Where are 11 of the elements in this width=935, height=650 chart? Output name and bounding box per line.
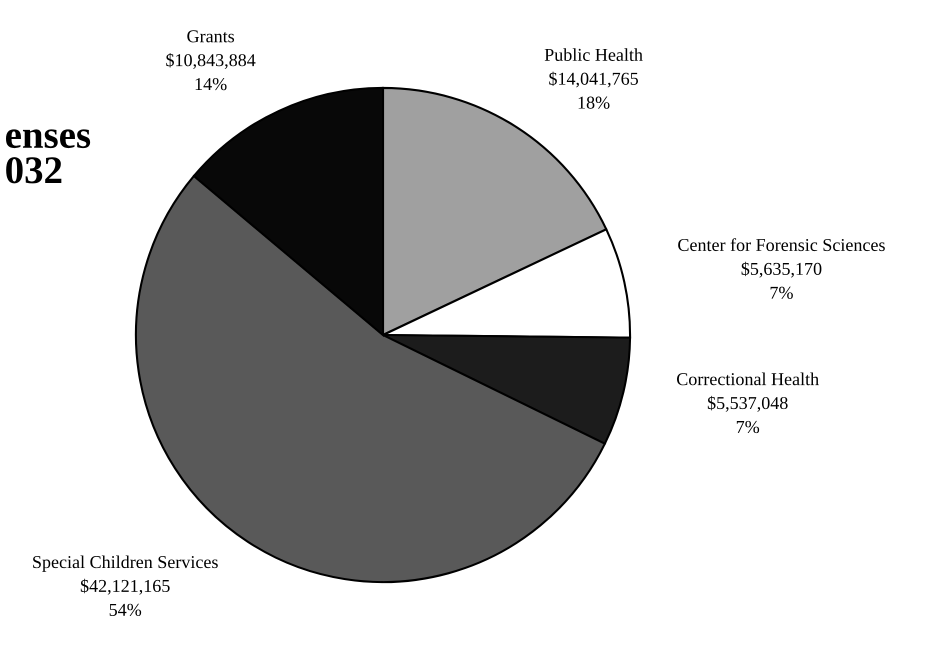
data-label: $14,041,765 18%: [549, 72, 638, 109]
data-label: $10,843,884 14%: [166, 53, 256, 90]
text: enses 032: [6, 129, 90, 184]
slice-label: Grants: [187, 30, 234, 42]
slice-label: Special Children Services: [33, 555, 218, 572]
data-label: $5,635,170 7%: [742, 262, 822, 299]
slice-label: Correctional Health: [677, 372, 819, 386]
slice-label: Public Health: [544, 48, 643, 61]
data-label: $5,537,048 7%: [708, 396, 788, 434]
data-label: $42,121,165 54%: [80, 578, 170, 616]
slice-label: Center for Forensic Sciences: [678, 238, 885, 252]
